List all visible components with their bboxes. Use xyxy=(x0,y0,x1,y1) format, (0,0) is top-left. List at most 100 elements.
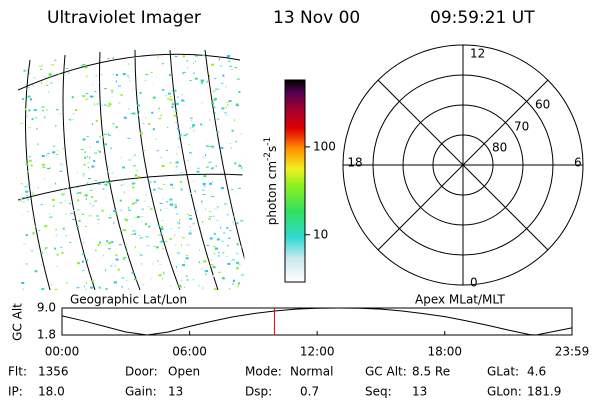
speckle xyxy=(105,269,107,272)
speckle xyxy=(158,274,162,277)
info-value: 4.6 xyxy=(527,365,546,379)
speckle xyxy=(22,197,26,199)
speckle xyxy=(152,96,156,99)
speckle xyxy=(40,264,42,267)
speckle xyxy=(237,187,241,189)
speckle xyxy=(236,78,240,80)
speckle xyxy=(70,213,74,215)
speckle xyxy=(115,213,119,215)
speckle xyxy=(156,76,158,78)
speckle xyxy=(139,252,141,254)
speckle xyxy=(198,285,200,287)
speckle xyxy=(188,75,190,77)
speckle xyxy=(41,288,45,290)
speckle xyxy=(208,161,212,163)
speckle xyxy=(182,72,184,75)
speckle xyxy=(87,166,89,169)
info-label: IP: xyxy=(8,385,23,399)
speckle xyxy=(142,236,144,238)
speckle xyxy=(210,168,213,170)
speckle xyxy=(140,221,143,223)
speckle xyxy=(41,106,45,108)
x-tick-label: 23:59 xyxy=(555,345,590,359)
mlt-label: 18 xyxy=(347,156,362,170)
speckle xyxy=(126,75,129,77)
speckle xyxy=(226,213,230,216)
speckle xyxy=(141,208,144,210)
speckle xyxy=(165,150,168,152)
speckle xyxy=(102,255,104,257)
speckle xyxy=(105,287,108,290)
speckle xyxy=(62,188,64,190)
speckle xyxy=(170,285,172,287)
speckle xyxy=(148,225,151,228)
info-label: GC Alt: xyxy=(365,365,407,379)
info-value: Open xyxy=(168,365,200,379)
speckle xyxy=(40,68,43,70)
speckle xyxy=(128,209,132,211)
speckle xyxy=(160,188,163,190)
speckle xyxy=(180,172,182,174)
speckle xyxy=(225,86,227,88)
speckle xyxy=(60,193,64,195)
speckle xyxy=(231,129,234,132)
speckle xyxy=(194,77,198,80)
speckle xyxy=(26,89,29,91)
speckle xyxy=(203,175,207,178)
speckle xyxy=(227,244,229,247)
speckle xyxy=(150,278,152,280)
speckle xyxy=(66,68,69,70)
speckle xyxy=(203,185,207,188)
speckle xyxy=(31,193,35,195)
speckle xyxy=(236,103,239,105)
speckle xyxy=(59,163,63,166)
speckle xyxy=(60,246,63,248)
speckle xyxy=(81,253,85,255)
speckle xyxy=(47,168,51,170)
speckle xyxy=(139,254,143,256)
speckle xyxy=(192,124,196,127)
mlt-label: 12 xyxy=(470,47,485,61)
speckle xyxy=(189,152,193,154)
speckle xyxy=(201,220,203,223)
speckle xyxy=(232,282,234,285)
speckle xyxy=(183,286,185,288)
speckle xyxy=(44,225,48,228)
speckle xyxy=(165,95,167,97)
speckle xyxy=(221,82,224,84)
speckle xyxy=(25,263,28,265)
speckle xyxy=(168,73,171,76)
speckle xyxy=(25,190,29,193)
unit-s: s xyxy=(265,146,279,152)
speckle xyxy=(24,108,27,111)
speckle xyxy=(169,96,172,98)
speckle xyxy=(120,156,122,159)
speckle xyxy=(125,219,129,222)
polar-grid xyxy=(342,44,584,286)
speckle xyxy=(225,106,227,109)
speckle xyxy=(179,219,181,222)
speckle xyxy=(84,66,88,69)
speckle xyxy=(101,208,103,210)
speckle xyxy=(122,73,126,76)
unit-exp: -2 xyxy=(263,152,273,161)
speckle xyxy=(171,105,174,108)
speckle xyxy=(205,273,207,276)
speckle xyxy=(145,74,149,76)
emission-speckles xyxy=(20,55,245,290)
speckle xyxy=(58,73,60,76)
speckle xyxy=(210,264,214,266)
speckle xyxy=(157,187,160,189)
speckle xyxy=(213,288,217,290)
speckle xyxy=(107,196,109,198)
speckle xyxy=(209,211,212,213)
speckle xyxy=(140,216,144,218)
speckle xyxy=(205,208,207,210)
speckle xyxy=(32,84,34,86)
speckle xyxy=(22,288,24,290)
speckle xyxy=(103,133,107,135)
speckle xyxy=(227,237,231,239)
speckle xyxy=(185,257,189,260)
speckle xyxy=(123,116,127,119)
speckle xyxy=(50,82,53,84)
